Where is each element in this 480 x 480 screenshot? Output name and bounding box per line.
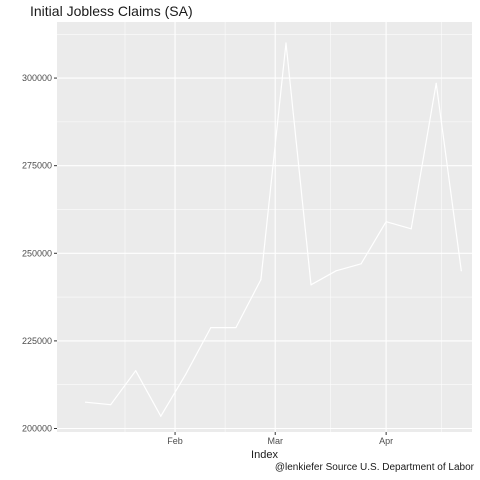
data-point bbox=[135, 370, 137, 372]
x-axis-title: Index bbox=[251, 449, 278, 461]
plot-panel bbox=[57, 22, 472, 432]
data-point bbox=[110, 404, 112, 406]
data-point bbox=[460, 270, 462, 272]
data-point bbox=[360, 263, 362, 265]
x-tick-label: Mar bbox=[267, 436, 283, 446]
data-point bbox=[385, 221, 387, 223]
data-point bbox=[410, 228, 412, 230]
data-point bbox=[435, 82, 437, 84]
x-tick-label: Apr bbox=[379, 436, 393, 446]
y-tick-label: 200000 bbox=[22, 423, 52, 433]
chart-title: Initial Jobless Claims (SA) bbox=[30, 3, 193, 19]
data-point bbox=[310, 284, 312, 286]
data-point bbox=[160, 415, 162, 417]
x-tick-label: Feb bbox=[167, 436, 183, 446]
chart-caption: @lenkiefer Source U.S. Department of Lab… bbox=[274, 462, 474, 473]
data-point bbox=[210, 326, 212, 329]
data-point bbox=[235, 326, 237, 329]
y-tick-label: 300000 bbox=[22, 73, 52, 83]
data-point bbox=[335, 270, 337, 272]
y-tick-label: 250000 bbox=[22, 248, 52, 258]
series-line bbox=[85, 42, 462, 417]
y-tick-label: 225000 bbox=[22, 336, 52, 346]
data-point bbox=[285, 42, 287, 44]
data-point bbox=[185, 373, 187, 375]
y-tick-label: 275000 bbox=[22, 161, 52, 171]
data-point bbox=[85, 401, 87, 403]
data-point bbox=[260, 278, 262, 281]
